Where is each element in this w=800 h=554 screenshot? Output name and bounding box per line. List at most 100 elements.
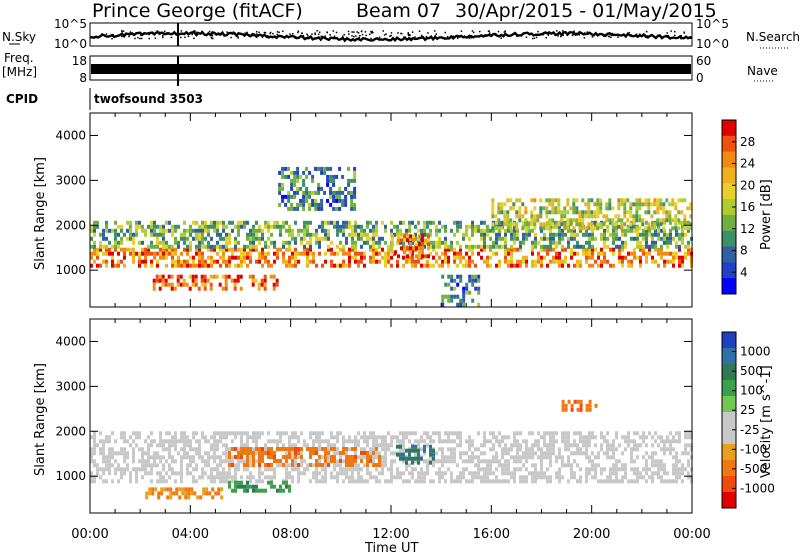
echo-cell	[447, 447, 450, 452]
echo-cell	[507, 467, 510, 472]
nsearch-point	[602, 34, 605, 37]
echo-cell	[621, 463, 624, 468]
colorbar-tick-label: 25	[740, 403, 755, 417]
echo-cell	[345, 455, 348, 459]
echo-cell	[183, 228, 186, 233]
echo-cell	[324, 459, 327, 463]
echo-cell	[239, 274, 243, 279]
echo-cell	[189, 244, 192, 249]
echo-cell	[305, 174, 309, 179]
nsearch-point	[385, 33, 387, 35]
echo-cell	[498, 459, 501, 464]
echo-cell	[353, 206, 357, 211]
echo-cell	[462, 255, 465, 260]
echo-cell	[632, 214, 636, 219]
echo-cell	[411, 240, 414, 245]
echo-cell	[205, 491, 209, 496]
echo-cell	[175, 487, 179, 492]
echo-cell	[513, 431, 516, 436]
echo-cell	[369, 451, 372, 456]
echo-cell	[330, 247, 333, 252]
nsearch-point	[638, 33, 641, 35]
nsearch-point	[689, 37, 692, 39]
echo-cell	[369, 459, 372, 463]
echo-cell	[468, 274, 472, 279]
echo-cell	[329, 174, 333, 179]
echo-cell	[93, 459, 96, 464]
echo-cell	[152, 286, 156, 291]
echo-cell	[141, 455, 144, 460]
echo-cell	[412, 234, 415, 239]
echo-cell	[311, 190, 315, 195]
echo-cell	[216, 443, 219, 448]
echo-cell	[120, 447, 123, 452]
echo-cell	[528, 228, 531, 233]
echo-cell	[195, 220, 198, 225]
echo-cell	[638, 214, 642, 219]
echo-cell	[567, 479, 570, 484]
echo-cell	[105, 439, 108, 444]
echo-cell	[381, 467, 384, 472]
echo-cell	[180, 435, 183, 440]
echo-cell	[312, 255, 315, 260]
echo-cell	[296, 186, 300, 191]
echo-cell	[501, 447, 504, 452]
echo-cell	[324, 447, 327, 451]
echo-cell	[602, 214, 606, 219]
echo-cell	[195, 463, 198, 468]
echo-cell	[293, 194, 297, 199]
echo-cell	[216, 475, 219, 480]
echo-cell	[372, 431, 375, 436]
echo-cell	[432, 452, 435, 457]
echo-cell	[132, 232, 135, 237]
echo-cell	[207, 459, 210, 464]
echo-cell	[627, 479, 630, 484]
echo-cell	[537, 475, 540, 480]
echo-cell	[261, 488, 264, 493]
echo-cell	[486, 232, 489, 237]
echo-cell	[518, 214, 522, 219]
echo-cell	[549, 455, 552, 460]
echo-cell	[278, 190, 282, 195]
echo-cell	[345, 447, 348, 451]
echo-cell	[114, 236, 117, 241]
echo-cell	[584, 210, 588, 215]
echo-cell	[597, 255, 600, 260]
nsearch-point	[244, 32, 246, 34]
echo-cell	[444, 240, 447, 245]
echo-cell	[288, 255, 291, 260]
echo-cell	[636, 240, 639, 245]
echo-cell	[93, 447, 96, 452]
echo-cell	[465, 259, 468, 264]
nsearch-point	[674, 34, 676, 37]
freq-label-2: [MHz]	[2, 65, 37, 79]
echo-cell	[564, 259, 567, 264]
nsearch-point	[311, 33, 313, 35]
echo-cell	[273, 259, 276, 264]
echo-cell	[144, 471, 147, 476]
nsearch-point	[471, 30, 474, 32]
echo-cell	[396, 475, 399, 480]
echo-cell	[471, 274, 475, 279]
echo-cell	[189, 471, 192, 476]
echo-cell	[240, 247, 243, 252]
echo-cell	[297, 259, 300, 264]
echo-cell	[93, 232, 96, 237]
echo-cell	[290, 206, 294, 211]
echo-cell	[177, 259, 180, 264]
echo-cell	[623, 214, 627, 219]
echo-cell	[339, 459, 342, 463]
echo-cell	[297, 232, 300, 237]
echo-cell	[518, 206, 522, 211]
echo-cell	[207, 247, 210, 252]
echo-cell	[333, 263, 336, 268]
echo-cell	[183, 431, 186, 436]
nsearch-point	[403, 36, 405, 38]
echo-cell	[318, 439, 321, 444]
echo-cell	[246, 435, 249, 440]
echo-cell	[228, 240, 231, 245]
echo-cell	[288, 471, 291, 476]
nsearch-point	[617, 36, 619, 38]
echo-cell	[327, 443, 330, 448]
echo-cell	[302, 206, 306, 211]
